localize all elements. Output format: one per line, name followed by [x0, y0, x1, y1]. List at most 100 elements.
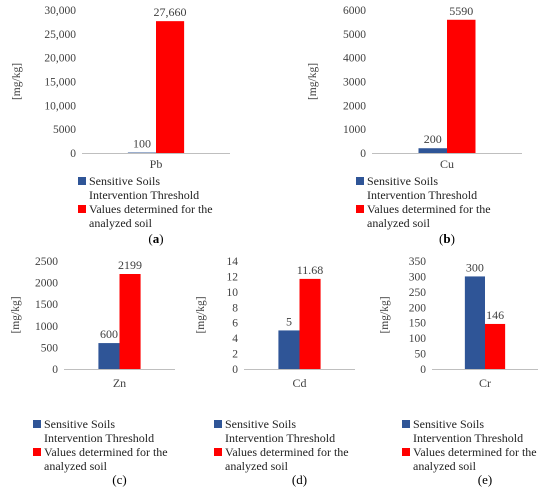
bar-threshold: [127, 152, 156, 154]
data-label: 11.68: [297, 263, 324, 277]
y-tick-label: 4: [232, 333, 238, 345]
y-axis-label: [mg/kg]: [10, 296, 22, 333]
y-axis-label: [mg/kg]: [307, 63, 319, 100]
legend-label-analyzed: analyzed soil: [367, 216, 431, 230]
y-tick-label: 25,000: [44, 29, 76, 41]
legend-swatch-analyzed: [78, 205, 86, 213]
legend-label-threshold: Sensitive Soils: [44, 417, 115, 431]
y-tick-label: 6000: [343, 5, 366, 17]
panel-caption: (e): [478, 472, 492, 487]
legend-label-threshold: Intervention Threshold: [413, 431, 523, 445]
chart-panel-c: 0 500 1000 1500 2000 2500 [mg/kg] 600 2199 Zn Sens…: [10, 256, 175, 487]
data-label: 27,660: [154, 5, 187, 19]
y-tick-label: 10,000: [44, 100, 76, 112]
y-tick-label: 1000: [343, 124, 366, 136]
chart-panel-a: 0 5000 10,000 15,000 20,000 25,000 30,000 [mg/k…: [11, 5, 230, 246]
y-tick-label: 0: [360, 148, 366, 160]
y-tick-label: 0: [70, 148, 76, 160]
bar-analyzed: [299, 278, 321, 369]
bar-threshold: [464, 276, 485, 369]
y-axis-label: [mg/kg]: [379, 296, 391, 333]
panel-caption: (a): [148, 231, 163, 246]
legend-swatch-analyzed: [33, 448, 41, 456]
y-tick-label: 0: [52, 364, 58, 376]
y-tick-label: 150: [409, 318, 427, 330]
legend-label-analyzed: analyzed soil: [413, 459, 477, 473]
y-tick-label: 4000: [343, 53, 366, 65]
legend-swatch-analyzed: [402, 448, 410, 456]
legend-label-threshold: Sensitive Soils: [225, 417, 296, 431]
legend-swatch-analyzed: [214, 448, 222, 456]
legend-label-analyzed: Values determined for the: [225, 445, 349, 459]
y-tick-label: 350: [409, 256, 427, 268]
y-tick-label: 0: [420, 364, 426, 376]
data-label: 5590: [449, 4, 473, 18]
y-tick-label: 15,000: [44, 77, 76, 89]
y-tick-label: 200: [409, 302, 427, 314]
y-tick-label: 1500: [35, 299, 58, 311]
y-tick-label: 2500: [35, 256, 58, 268]
y-tick-label: 500: [41, 342, 59, 354]
bar-threshold: [278, 330, 300, 369]
data-label: 600: [100, 327, 118, 341]
y-tick-label: 2: [232, 349, 238, 361]
y-tick-label: 300: [409, 271, 427, 283]
y-tick-label: 100: [409, 333, 427, 345]
y-tick-label: 12: [227, 271, 239, 283]
legend-swatch-threshold: [356, 177, 364, 185]
panel-caption: (c): [112, 472, 126, 487]
legend-label-analyzed: analyzed soil: [89, 216, 153, 230]
legend-label-analyzed: Values determined for the: [89, 202, 213, 216]
y-tick-label: 30,000: [44, 5, 76, 17]
legend-label-threshold: Intervention Threshold: [89, 188, 199, 202]
y-tick-label: 5000: [343, 29, 366, 41]
legend-label-analyzed: analyzed soil: [225, 459, 289, 473]
bar-threshold: [98, 343, 120, 369]
y-tick-label: 250: [409, 287, 427, 299]
y-tick-label: 6: [232, 318, 238, 330]
bar-analyzed: [119, 274, 141, 369]
legend-label-threshold: Sensitive Soils: [89, 174, 160, 188]
legend-label-analyzed: Values determined for the: [413, 445, 537, 459]
legend-label-analyzed: analyzed soil: [44, 459, 108, 473]
data-label: 2199: [118, 258, 142, 272]
x-category-label: Pb: [150, 157, 163, 171]
bar-analyzed: [156, 21, 185, 154]
y-tick-label: 2000: [35, 278, 58, 290]
legend-label-threshold: Sensitive Soils: [367, 174, 438, 188]
y-tick-label: 14: [227, 256, 239, 268]
chart-panel-e: 0 50 100 150 200 250 300 350 [mg/kg] 300 146 Cr Sens…: [379, 256, 538, 487]
y-axis-label: [mg/kg]: [11, 63, 23, 100]
y-tick-label: 50: [415, 349, 427, 361]
y-tick-label: 8: [232, 302, 238, 314]
data-label: 300: [466, 260, 484, 274]
x-category-label: Cr: [479, 376, 491, 390]
legend-label-analyzed: Values determined for the: [367, 202, 491, 216]
x-category-label: Zn: [113, 376, 126, 390]
y-tick-label: 10: [227, 287, 239, 299]
legend-swatch-threshold: [402, 420, 410, 428]
y-tick-label: 20,000: [44, 53, 76, 65]
x-category-label: Cd: [292, 376, 306, 390]
data-label: 100: [133, 137, 151, 151]
panel-caption: (b): [439, 231, 455, 246]
data-label: 5: [286, 314, 292, 328]
panel-caption: (d): [292, 472, 307, 487]
legend-label-threshold: Sensitive Soils: [413, 417, 484, 431]
bar-analyzed: [485, 323, 506, 369]
legend-swatch-analyzed: [356, 205, 364, 213]
y-tick-label: 1000: [35, 321, 58, 333]
data-label: 200: [424, 132, 442, 146]
legend-swatch-threshold: [78, 177, 86, 185]
legend-label-analyzed: Values determined for the: [44, 445, 168, 459]
chart-panel-d: 0 2 4 6 8 10 12 14 [mg/kg] 5 11.68 Cd Sensitive Soil…: [195, 256, 355, 487]
chart-panel-b: 0 1000 2000 3000 4000 5000 6000 [mg/kg] 200 5590 C…: [307, 4, 522, 246]
legend-swatch-threshold: [33, 420, 41, 428]
legend-label-threshold: Intervention Threshold: [225, 431, 335, 445]
x-category-label: Cu: [440, 157, 454, 171]
y-axis-label: [mg/kg]: [195, 296, 207, 333]
y-tick-label: 0: [232, 364, 238, 376]
y-tick-label: 2000: [343, 100, 366, 112]
legend-label-threshold: Intervention Threshold: [367, 188, 477, 202]
